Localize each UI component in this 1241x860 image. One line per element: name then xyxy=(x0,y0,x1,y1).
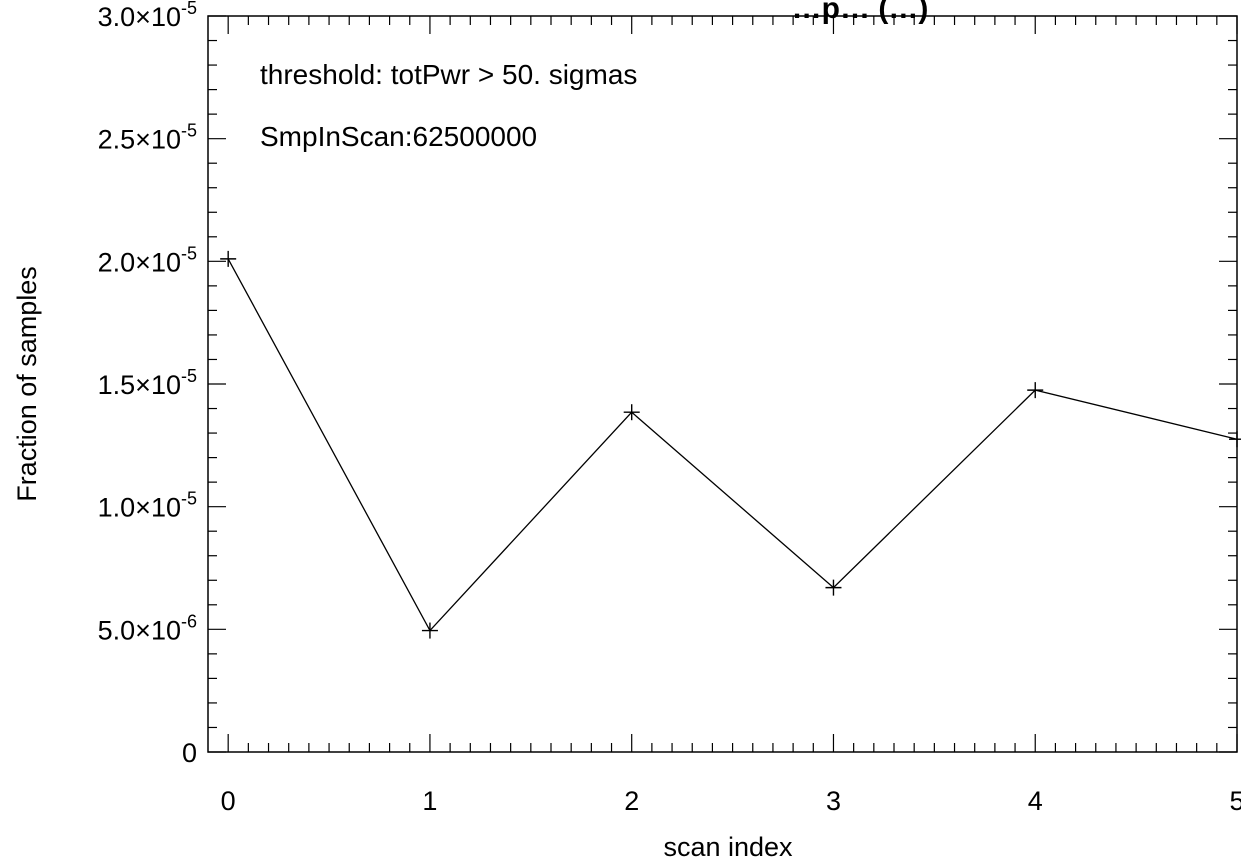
annotation-threshold: threshold: totPwr > 50. sigmas xyxy=(260,59,637,90)
y-axis-title: Fraction of samples xyxy=(12,266,42,502)
y-tick-label: 0 xyxy=(182,738,197,768)
series-line xyxy=(227,258,1238,632)
y-tick-label: 2.5×10-5 xyxy=(98,121,197,155)
x-tick-label: 0 xyxy=(221,786,236,816)
x-tick-label: 4 xyxy=(1028,786,1043,816)
data-point-marker xyxy=(1229,431,1241,448)
x-tick-label: 1 xyxy=(422,786,437,816)
x-tick-labels: 0 1 2 3 4 5 xyxy=(221,786,1241,816)
y-tick-label: 3.0×10-5 xyxy=(98,0,197,32)
y-tick-label: 5.0×10-6 xyxy=(98,611,197,645)
x-tick-label: 2 xyxy=(624,786,639,816)
x-tick-label: 3 xyxy=(826,786,841,816)
chart-title: …p… (…) xyxy=(792,0,929,25)
y-tick-label: 1.0×10-5 xyxy=(98,489,197,523)
y-tick-label: 1.5×10-5 xyxy=(98,366,197,400)
data-point-marker xyxy=(1027,382,1044,399)
data-point-marker xyxy=(825,579,842,596)
annotation-samples-in-scan: SmpInScan:62500000 xyxy=(260,121,537,152)
data-point-marker xyxy=(623,404,640,421)
x-tick-label: 5 xyxy=(1229,786,1241,816)
data-point-marker xyxy=(421,622,438,639)
data-point-marker xyxy=(220,250,237,267)
y-tick-labels: 0 5.0×10-6 1.0×10-5 1.5×10-5 2.0×10-5 2.5×10-… xyxy=(98,0,197,768)
series-group xyxy=(220,250,1241,639)
axis-ticks xyxy=(208,15,1238,753)
x-axis-title: scan index xyxy=(663,832,793,860)
y-tick-label: 2.0×10-5 xyxy=(98,243,197,277)
